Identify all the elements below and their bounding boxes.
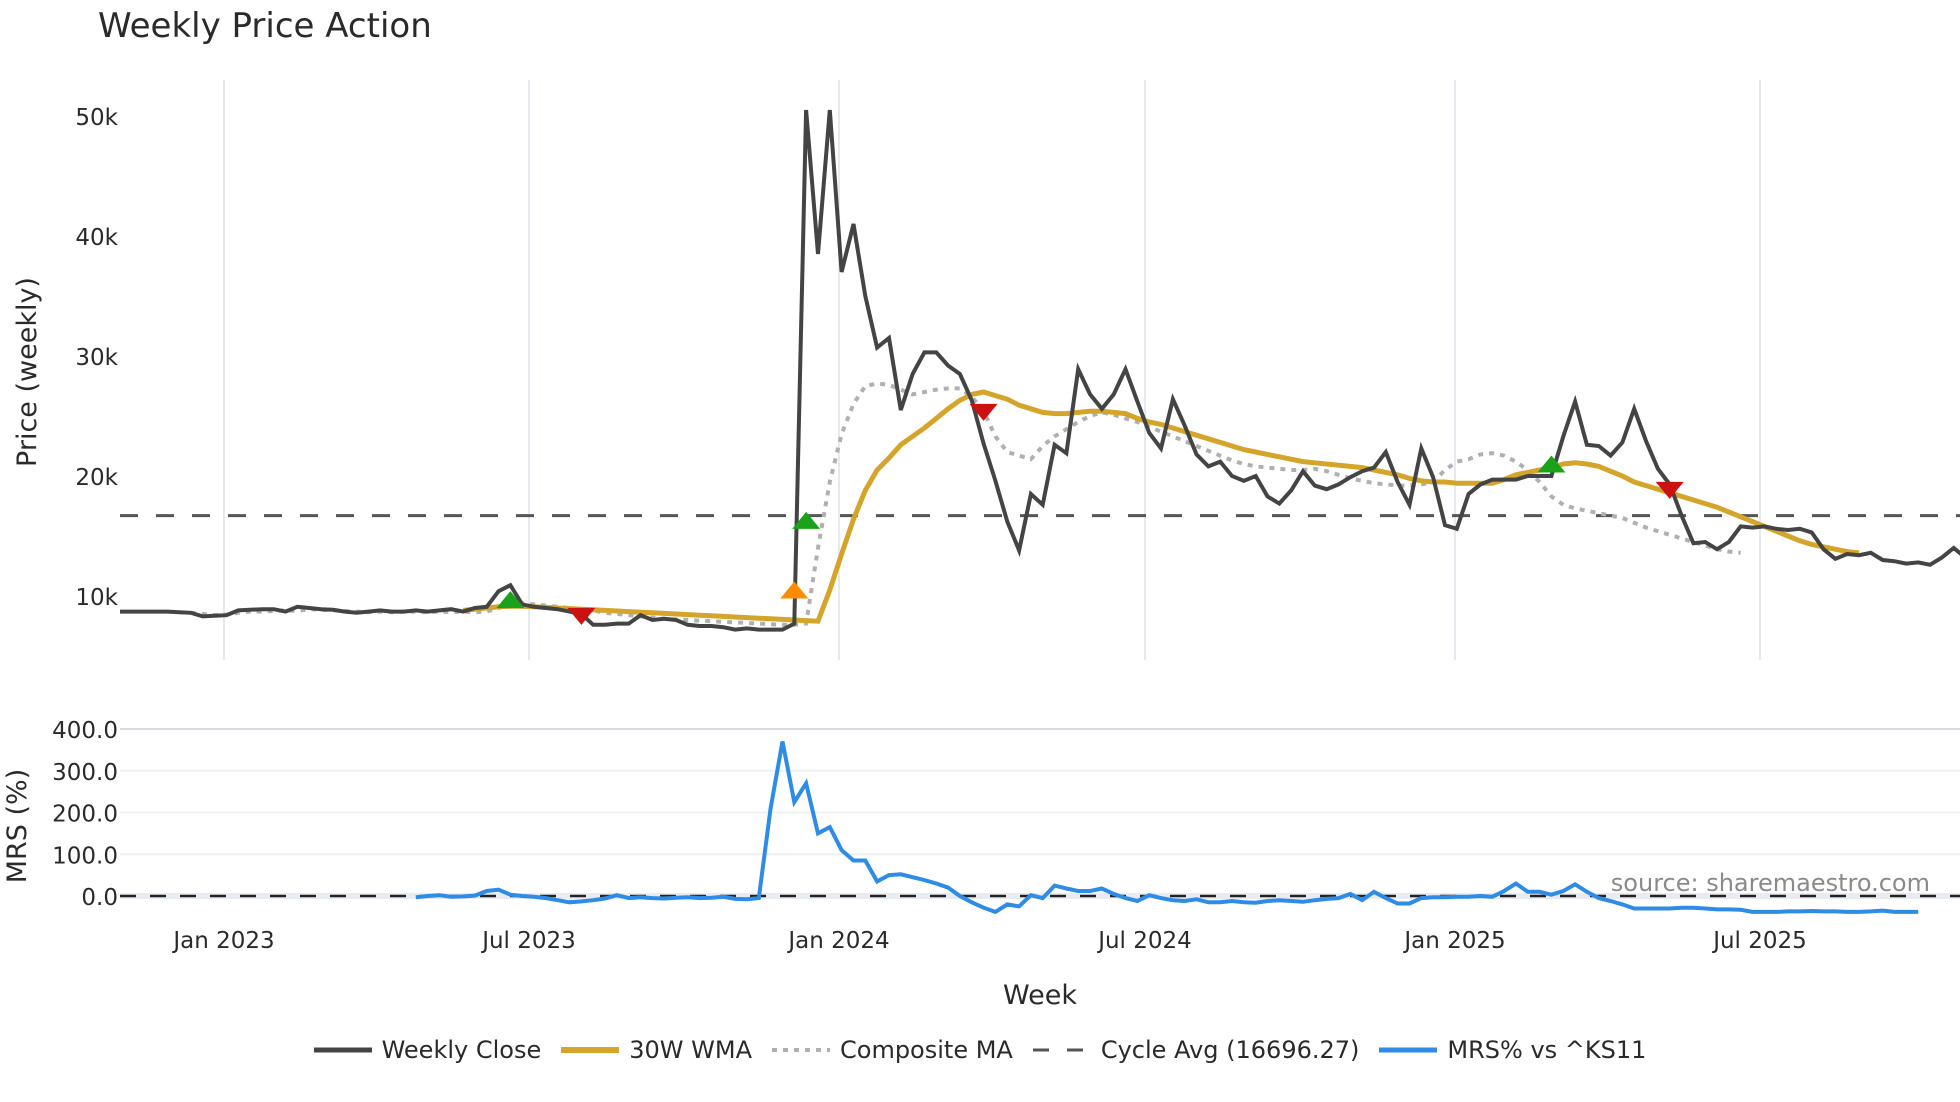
x-tick-label: Jan 2024 bbox=[786, 928, 889, 954]
price-y-ticks: 10k 20k 30k 40k 50k bbox=[75, 105, 118, 611]
legend-swatch-solid-icon bbox=[1379, 1043, 1438, 1057]
x-tick-label: Jan 2025 bbox=[1402, 928, 1505, 954]
legend-item-composite-ma[interactable]: Composite MA bbox=[772, 1036, 1013, 1064]
legend-swatch-solid-icon bbox=[313, 1043, 372, 1057]
x-axis-ticks: Jan 2023 Jul 2023 Jan 2024 Jul 2024 Jan 2025… bbox=[171, 928, 1806, 954]
price-y-tick-label: 10k bbox=[75, 585, 118, 611]
legend-label: Cycle Avg (16696.27) bbox=[1100, 1036, 1360, 1064]
legend-item-mrs[interactable]: MRS% vs ^KS11 bbox=[1379, 1036, 1646, 1064]
price-y-tick-label: 50k bbox=[75, 105, 118, 131]
sell-signal-triangle-icon bbox=[969, 403, 998, 421]
legend-item-cycle-avg[interactable]: Cycle Avg (16696.27) bbox=[1032, 1036, 1360, 1064]
mrs-y-tick-label: 100.0 bbox=[52, 843, 118, 869]
legend-item-weekly-close[interactable]: Weekly Close bbox=[313, 1036, 542, 1064]
legend: Weekly Close 30W WMA Composite MA Cycle … bbox=[0, 1036, 1960, 1064]
mrs-y-tick-label: 400.0 bbox=[52, 718, 118, 744]
x-tick-label: Jan 2023 bbox=[171, 928, 274, 954]
wma-30w-line bbox=[462, 389, 1860, 624]
legend-item-30w-wma[interactable]: 30W WMA bbox=[561, 1036, 752, 1064]
price-y-axis-title: Price (weekly) bbox=[12, 277, 43, 467]
mrs-line bbox=[415, 741, 1919, 915]
buy-signal-triangle-icon bbox=[1537, 455, 1566, 473]
legend-label: Weekly Close bbox=[381, 1036, 542, 1064]
x-axis-title: Week bbox=[1003, 980, 1077, 1011]
price-y-tick-label: 20k bbox=[75, 465, 118, 491]
sell-signal-triangle-icon bbox=[1655, 481, 1684, 499]
legend-label: MRS% vs ^KS11 bbox=[1447, 1036, 1647, 1064]
mrs-y-axis-title: MRS (%) bbox=[2, 769, 33, 884]
buy-signal-triangle-icon bbox=[496, 591, 525, 609]
x-tick-label: Jul 2023 bbox=[480, 928, 576, 954]
mrs-y-ticks: 0.0 100.0 200.0 300.0 400.0 bbox=[52, 718, 118, 911]
mrs-y-tick-label: 0.0 bbox=[81, 885, 118, 911]
buy-signal-triangle-icon bbox=[780, 581, 809, 599]
legend-swatch-dotted-icon bbox=[772, 1043, 830, 1057]
legend-swatch-solid-icon bbox=[561, 1043, 620, 1057]
mrs-y-tick-label: 300.0 bbox=[52, 760, 118, 786]
chart-title: Weekly Price Action bbox=[98, 6, 432, 46]
mrs-y-tick-label: 200.0 bbox=[52, 802, 118, 828]
legend-label: 30W WMA bbox=[629, 1036, 752, 1064]
sell-signal-triangle-icon bbox=[567, 607, 596, 625]
x-tick-label: Jul 2025 bbox=[1711, 928, 1807, 954]
legend-label: Composite MA bbox=[840, 1036, 1013, 1064]
price-y-tick-label: 30k bbox=[75, 345, 118, 371]
legend-swatch-dashed-icon bbox=[1032, 1043, 1091, 1057]
x-tick-label: Jul 2024 bbox=[1096, 928, 1192, 954]
price-y-tick-label: 40k bbox=[75, 225, 118, 251]
buy-signal-triangle-icon bbox=[792, 511, 821, 529]
price-gridlines bbox=[223, 80, 1761, 660]
signal-markers bbox=[496, 403, 1684, 625]
weekly-close-line bbox=[120, 109, 1960, 632]
composite-ma-line bbox=[190, 381, 1741, 627]
source-note: source: sharemaestro.com bbox=[1611, 869, 1930, 897]
